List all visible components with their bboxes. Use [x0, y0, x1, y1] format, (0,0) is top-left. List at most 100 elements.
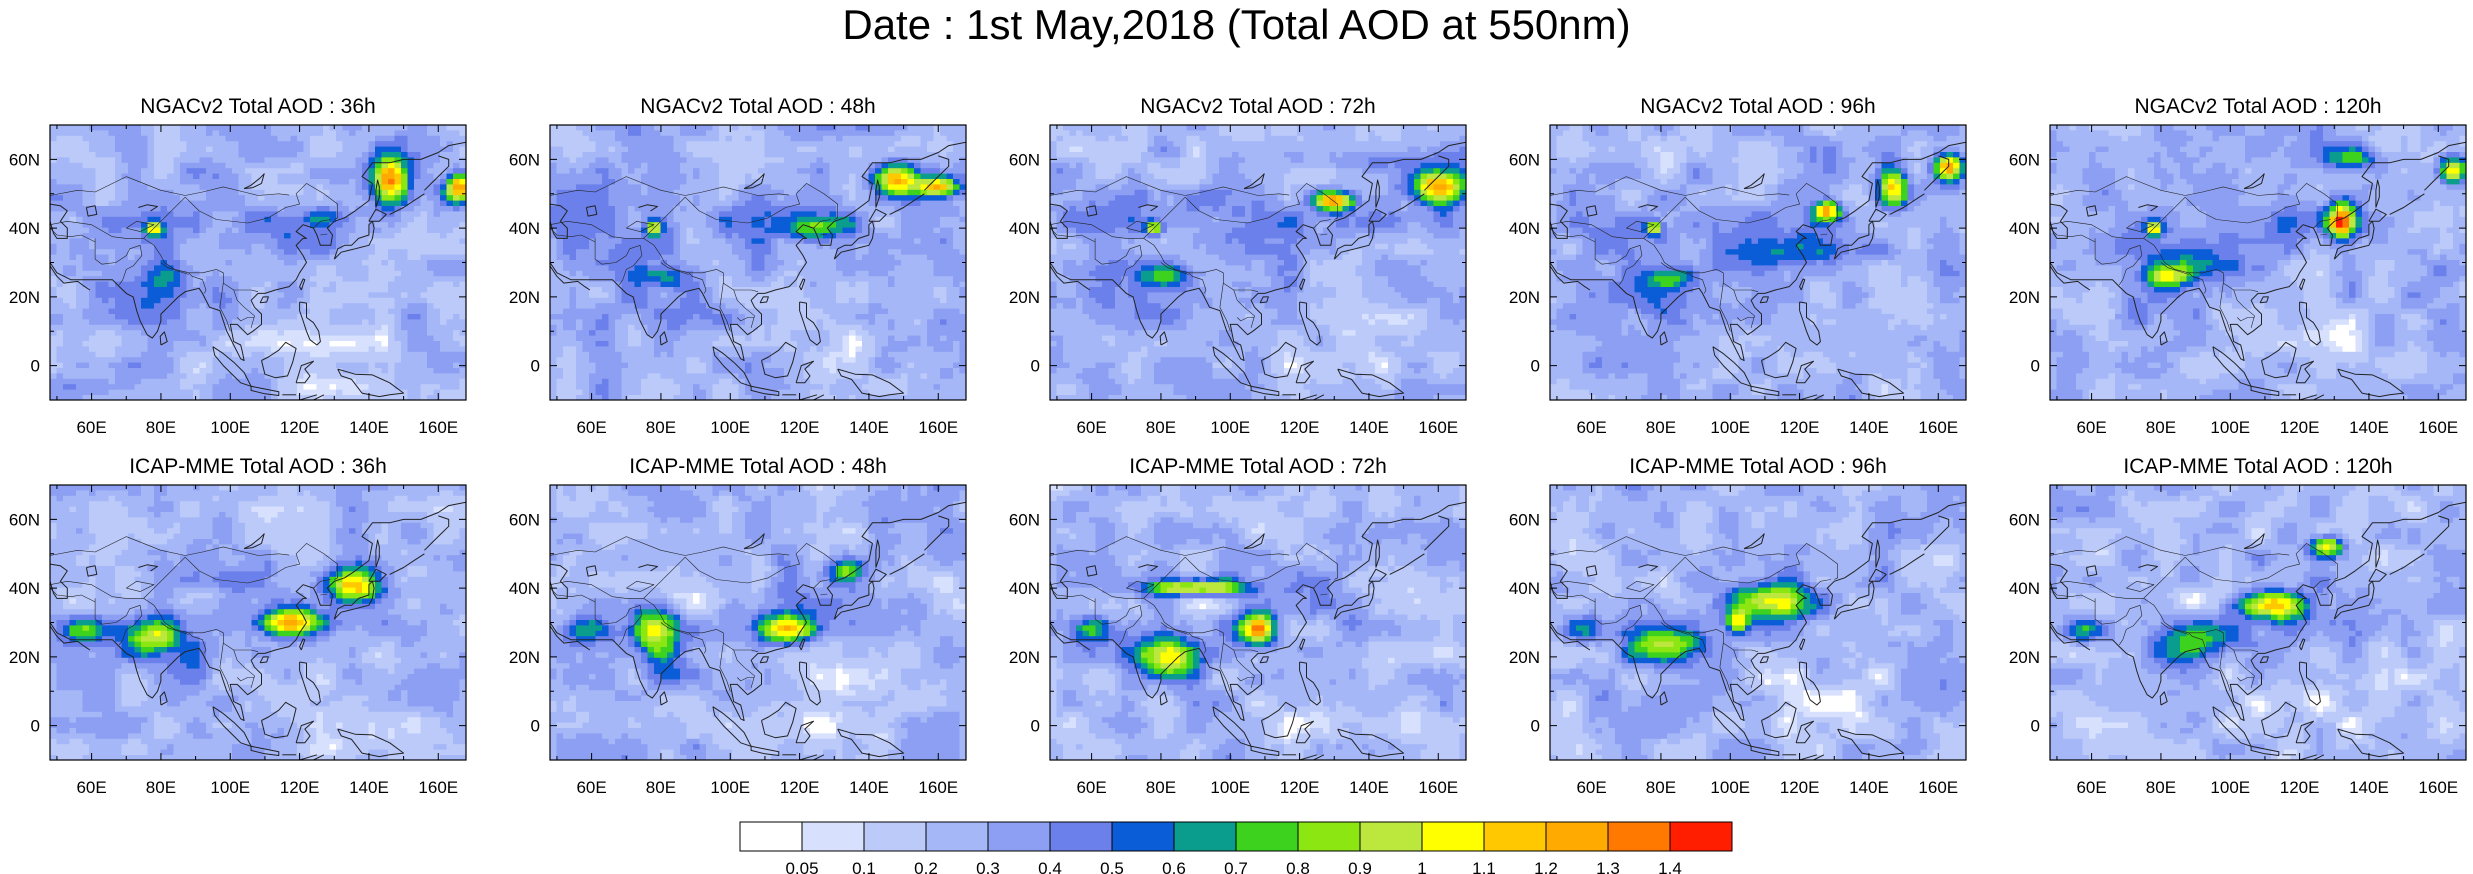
lon-tick-label: 120E — [1280, 418, 1320, 437]
panel-title: ICAP-MME Total AOD : 72h — [1129, 455, 1387, 478]
lon-tick-label: 160E — [1418, 778, 1458, 797]
lat-tick-label: 0 — [1531, 717, 1540, 736]
lon-tick-label: 100E — [1710, 418, 1750, 437]
colorbar-swatch — [1359, 821, 1423, 852]
lon-tick-label: 160E — [418, 418, 458, 437]
lon-tick-label: 80E — [646, 778, 676, 797]
lat-tick-label: 60N — [2009, 150, 2040, 169]
lat-tick-label: 0 — [531, 717, 540, 736]
aod-field — [50, 485, 466, 760]
aod-field — [50, 125, 466, 400]
coastlines — [1050, 141, 1466, 400]
lon-tick-label: 140E — [1849, 778, 1889, 797]
lon-tick-label: 60E — [576, 778, 606, 797]
lat-tick-label: 20N — [1509, 648, 1540, 667]
lon-tick-label: 120E — [280, 778, 320, 797]
lon-tick-label: 60E — [576, 418, 606, 437]
colorbar-label: 0.6 — [1162, 859, 1186, 874]
map-panel: 60E 80E 100E 120E 140E 160E 0 20N 40N 60N NGACv2 T… — [509, 95, 967, 437]
aod-field — [2050, 485, 2466, 760]
lon-tick-label: 160E — [1918, 778, 1958, 797]
colorbar-label: 1 — [1417, 859, 1426, 874]
lon-tick-label: 140E — [1349, 418, 1389, 437]
coastlines — [2050, 141, 2466, 400]
lon-tick-label: 120E — [2280, 778, 2320, 797]
lat-tick-label: 40N — [1009, 219, 1040, 238]
colorbar-label: 0.2 — [914, 859, 938, 874]
lat-tick-label: 20N — [9, 288, 40, 307]
lon-tick-label: 100E — [710, 778, 750, 797]
lat-tick-label: 40N — [1509, 219, 1540, 238]
lat-tick-label: 0 — [1031, 717, 1040, 736]
colorbar-label: 0.7 — [1224, 859, 1248, 874]
colorbar-swatch — [1049, 821, 1113, 852]
lon-tick-label: 100E — [1710, 778, 1750, 797]
lon-tick-label: 160E — [418, 778, 458, 797]
lon-tick-label: 120E — [1280, 778, 1320, 797]
panel-title: NGACv2 Total AOD : 72h — [1140, 95, 1375, 118]
colorbar-swatch — [1297, 821, 1361, 852]
lon-tick-label: 140E — [1849, 418, 1889, 437]
panel-title: ICAP-MME Total AOD : 120h — [2123, 455, 2392, 478]
lon-tick-label: 160E — [1418, 418, 1458, 437]
colorbar-swatch — [801, 821, 865, 852]
lat-tick-label: 60N — [1509, 150, 1540, 169]
map-panel: 60E 80E 100E 120E 140E 160E 0 20N 40N 60N NGACv2 T… — [9, 95, 467, 437]
lon-tick-label: 100E — [1210, 778, 1250, 797]
coastlines — [1550, 501, 1966, 760]
lon-tick-label: 120E — [780, 418, 820, 437]
lat-tick-label: 20N — [1009, 648, 1040, 667]
map-panels: 60E 80E 100E 120E 140E 160E 0 20N 40N 60N NGACv2 T… — [9, 95, 2467, 797]
lon-tick-label: 80E — [146, 778, 176, 797]
lon-tick-label: 140E — [2349, 418, 2389, 437]
lat-tick-label: 20N — [2009, 288, 2040, 307]
lat-tick-label: 40N — [1009, 579, 1040, 598]
lon-tick-label: 120E — [2280, 418, 2320, 437]
lon-tick-label: 160E — [2418, 778, 2458, 797]
lat-tick-label: 0 — [2031, 717, 2040, 736]
lon-tick-label: 60E — [1076, 778, 1106, 797]
colorbar-label: 1.1 — [1472, 859, 1496, 874]
lat-tick-label: 40N — [1509, 579, 1540, 598]
coastlines — [2050, 501, 2466, 760]
panel-title: NGACv2 Total AOD : 36h — [140, 95, 375, 118]
lon-tick-label: 60E — [1576, 778, 1606, 797]
colorbar-label: 0.05 — [785, 859, 818, 874]
aod-field — [1050, 485, 1466, 760]
lon-tick-label: 80E — [1146, 418, 1176, 437]
lat-tick-label: 20N — [1009, 288, 1040, 307]
lon-tick-label: 60E — [1076, 418, 1106, 437]
colorbar-label: 0.9 — [1348, 859, 1372, 874]
lat-tick-label: 60N — [1509, 510, 1540, 529]
colorbar-swatch — [1111, 821, 1175, 852]
aod-field — [1550, 125, 1966, 400]
colorbar-swatch — [925, 821, 989, 852]
coastlines — [50, 141, 466, 400]
lon-tick-label: 100E — [2210, 778, 2250, 797]
lat-tick-label: 0 — [1531, 357, 1540, 376]
colorbar-label: 0.8 — [1286, 859, 1310, 874]
colorbar-label: 0.1 — [852, 859, 876, 874]
lon-tick-label: 80E — [1646, 778, 1676, 797]
colorbar-label: 1.3 — [1596, 859, 1620, 874]
lat-tick-label: 40N — [509, 579, 540, 598]
lon-tick-label: 60E — [2076, 778, 2106, 797]
lat-tick-label: 20N — [509, 288, 540, 307]
map-panel: 60E 80E 100E 120E 140E 160E 0 20N 40N 60N NGACv2 T… — [1509, 95, 1967, 437]
colorbar-label: 0.5 — [1100, 859, 1124, 874]
lat-tick-label: 60N — [509, 150, 540, 169]
map-panel: 60E 80E 100E 120E 140E 160E 0 20N 40N 60N ICAP-MME… — [9, 455, 467, 797]
colorbar-swatch — [987, 821, 1051, 852]
lon-tick-label: 80E — [1646, 418, 1676, 437]
map-panel: 60E 80E 100E 120E 140E 160E 0 20N 40N 60N NGACv2 T… — [1009, 95, 1467, 437]
tick-marks — [2050, 124, 2466, 401]
lon-tick-label: 120E — [780, 778, 820, 797]
lat-tick-label: 60N — [509, 510, 540, 529]
colorbar-label: 0.4 — [1038, 859, 1062, 874]
lon-tick-label: 80E — [646, 418, 676, 437]
lat-tick-label: 60N — [1009, 510, 1040, 529]
lat-tick-label: 20N — [9, 648, 40, 667]
panel-title: ICAP-MME Total AOD : 36h — [129, 455, 387, 478]
lon-tick-label: 80E — [2146, 778, 2176, 797]
